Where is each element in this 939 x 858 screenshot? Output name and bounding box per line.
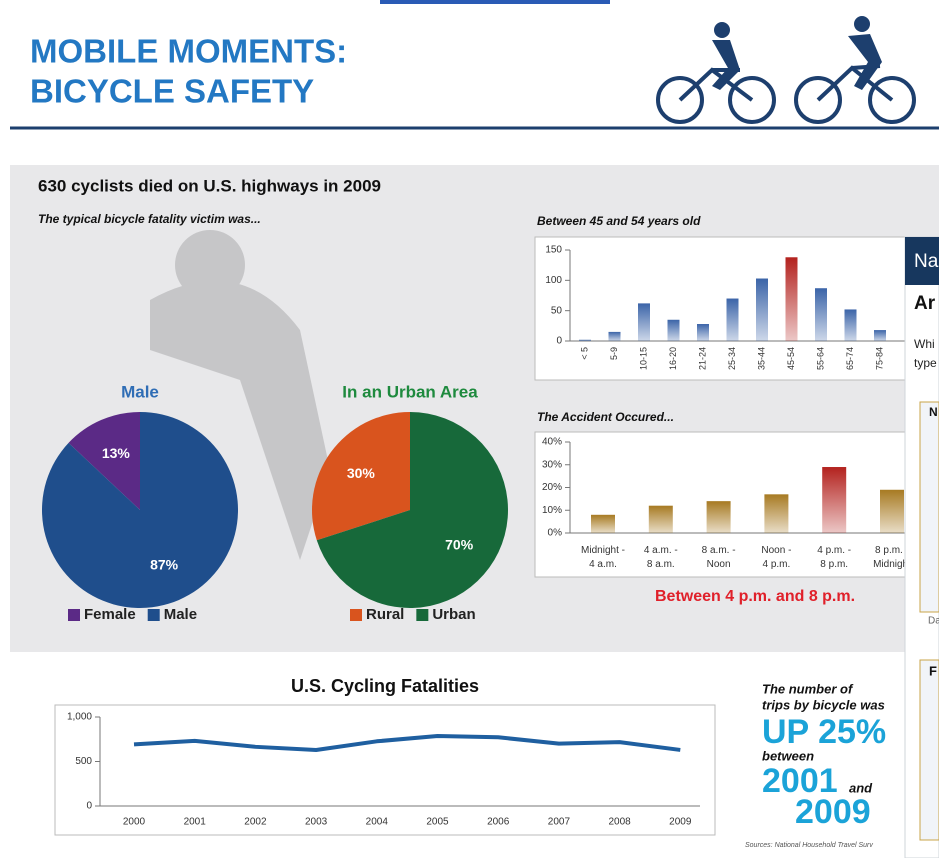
x-tick-label: 25-34 — [727, 347, 737, 370]
x-tick-label: 2009 — [669, 817, 692, 828]
pie-label: 70% — [445, 536, 474, 552]
pie-title: Male — [121, 382, 159, 401]
x-tick-label: 5-9 — [609, 347, 619, 360]
pie-title: In an Urban Area — [342, 382, 478, 401]
y-tick-label: 100 — [545, 275, 562, 286]
chart-title: U.S. Cycling Fatalities — [291, 676, 479, 696]
legend-label: Male — [164, 606, 197, 623]
y-tick-label: 0% — [548, 528, 563, 539]
x-tick-label: 2007 — [548, 817, 571, 828]
overlay-box — [920, 402, 939, 612]
bar — [638, 303, 650, 341]
legend-swatch — [148, 609, 160, 621]
bar — [707, 501, 731, 533]
chart-title: The Accident Occured... — [537, 410, 674, 424]
x-tick-label: 2006 — [487, 817, 510, 828]
overlay-section: F — [929, 663, 937, 678]
x-tick-label: 65-74 — [845, 347, 855, 370]
overlay-text: Whi — [914, 337, 935, 351]
y-tick-label: 0 — [556, 336, 562, 347]
callout-text: trips by bicycle was — [762, 697, 885, 712]
y-tick-label: 20% — [542, 482, 562, 493]
y-tick-label: 0 — [86, 801, 92, 812]
y-tick-label: 30% — [542, 459, 562, 470]
legend-label: Female — [84, 606, 136, 623]
pie-label: 87% — [150, 556, 179, 572]
y-tick-label: 50 — [551, 305, 563, 316]
bar — [591, 515, 615, 533]
bar — [786, 257, 798, 341]
headline: 630 cyclists died on U.S. highways in 20… — [38, 176, 381, 195]
callout-highlight: UP 25% — [762, 713, 886, 751]
x-tick-label: 2008 — [608, 817, 631, 828]
x-tick-label: 2002 — [244, 817, 267, 828]
x-tick-label: 21-24 — [697, 347, 707, 370]
x-tick-label: 55-64 — [815, 347, 825, 370]
infographic: MOBILE MOMENTS: BICYCLE SAFETY 630 cycli… — [0, 0, 939, 858]
x-tick-label: 2001 — [184, 817, 207, 828]
rider-head — [714, 22, 730, 38]
pie-label: 30% — [347, 465, 376, 481]
y-tick-label: 1,000 — [67, 712, 92, 723]
bar — [880, 490, 904, 533]
bar — [815, 288, 827, 341]
overlay-box-label: N — [929, 405, 938, 419]
legend-label: Rural — [366, 606, 404, 623]
top-strip — [380, 0, 610, 4]
x-tick-label: < 5 — [579, 347, 589, 360]
x-tick-label: 35-44 — [756, 347, 766, 370]
x-tick-label: 2004 — [366, 817, 389, 828]
overlay-window: Na Ar Whi type N Da F — [905, 237, 939, 858]
bar — [579, 340, 591, 341]
y-tick-label: 10% — [542, 505, 562, 516]
bar — [874, 330, 886, 341]
overlay-header-text: Na — [914, 251, 939, 272]
bar — [649, 506, 673, 533]
chart-frame — [55, 705, 715, 835]
bar — [822, 467, 846, 533]
x-tick-label: 2000 — [123, 817, 146, 828]
callout-text: The number of — [762, 681, 854, 696]
legend-label: Urban — [432, 606, 475, 623]
header-title-line: MOBILE MOMENTS: — [30, 33, 347, 70]
overlay-text: type — [914, 356, 937, 370]
y-tick-label: 40% — [542, 437, 562, 448]
bar — [609, 332, 621, 341]
legend-swatch — [416, 609, 428, 621]
bar — [845, 309, 857, 341]
overlay-title: Ar — [914, 293, 936, 314]
callout-year: 2009 — [795, 793, 871, 831]
x-tick-label: 2003 — [305, 817, 328, 828]
x-tick-label: 75-84 — [874, 347, 884, 370]
header-title-line: BICYCLE SAFETY — [30, 73, 314, 110]
subhead: The typical bicycle fatality victim was.… — [38, 212, 261, 226]
bar — [697, 324, 709, 341]
bar — [727, 299, 739, 341]
bar — [756, 279, 768, 341]
legend-swatch — [350, 609, 362, 621]
rider-head — [854, 16, 870, 32]
y-tick-label: 150 — [545, 245, 562, 256]
overlay-box — [920, 660, 939, 840]
overlay-footer: Da — [928, 616, 939, 627]
legend-swatch — [68, 609, 80, 621]
source-note: Sources: National Household Travel Surv — [745, 842, 873, 849]
pie-label: 13% — [102, 445, 131, 461]
chart-frame — [535, 237, 915, 380]
annotation: Between 4 p.m. and 8 p.m. — [655, 588, 855, 605]
x-tick-label: 45-54 — [786, 347, 796, 370]
x-tick-label: 16-20 — [668, 347, 678, 370]
bar — [668, 320, 680, 341]
chart-title: Between 45 and 54 years old — [537, 214, 701, 228]
x-tick-label: 2005 — [426, 817, 449, 828]
bar — [764, 494, 788, 533]
x-tick-label: 10-15 — [638, 347, 648, 370]
y-tick-label: 500 — [75, 756, 92, 767]
